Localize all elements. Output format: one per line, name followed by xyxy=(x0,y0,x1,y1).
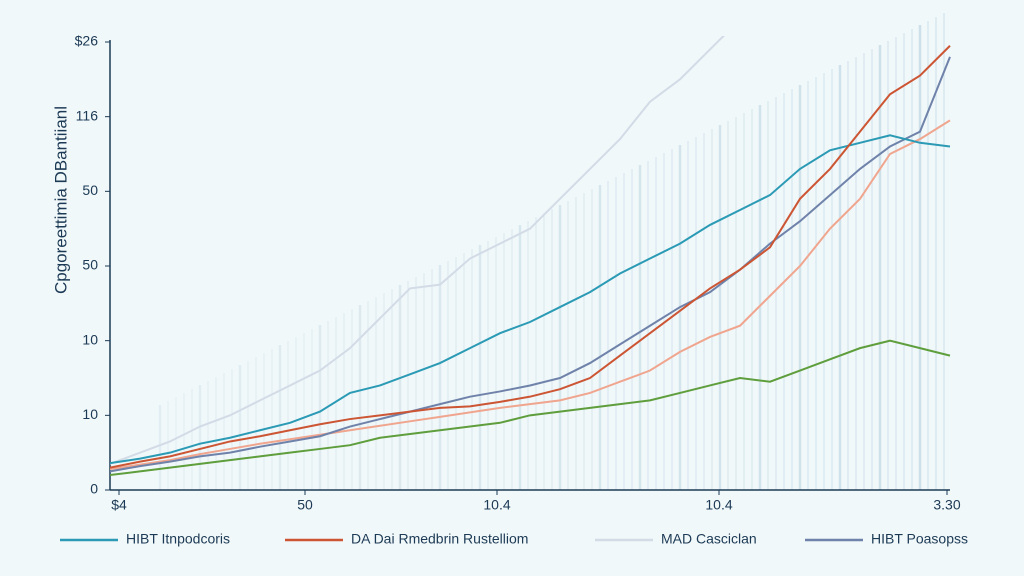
y-tick-label: 50 xyxy=(82,257,98,273)
x-tick-label: 50 xyxy=(297,497,313,513)
line-series xyxy=(110,45,951,469)
line-series xyxy=(110,56,951,473)
y-tick-label: 0 xyxy=(90,481,98,497)
x-tick-label: 10.4 xyxy=(483,497,510,513)
line-series xyxy=(110,36,725,465)
y-tick-label: 10 xyxy=(82,331,98,347)
legend-label: HIBT Poasopss xyxy=(871,531,968,547)
line-series xyxy=(110,339,951,477)
y-tick-label: $26 xyxy=(75,33,99,49)
x-tick-label: 10.4 xyxy=(705,497,732,513)
background-stripes xyxy=(158,13,945,490)
legend-label: DA Dai Rmedbrin Rustelliom xyxy=(351,531,528,547)
legend-label: HIBT Itnpodcoris xyxy=(126,531,230,547)
legend-label: MAD Casciclan xyxy=(661,531,757,547)
y-tick-label: 116 xyxy=(76,107,99,123)
line-series xyxy=(110,134,951,465)
y-tick-label: 50 xyxy=(82,182,98,198)
y-tick-label: 10 xyxy=(82,406,98,422)
line-series xyxy=(110,119,951,471)
y-axis-label: Cpgoreettimia DBantiianl xyxy=(51,106,70,294)
x-tick-label: $4 xyxy=(111,497,127,513)
x-tick-label: 3.30 xyxy=(933,497,960,513)
